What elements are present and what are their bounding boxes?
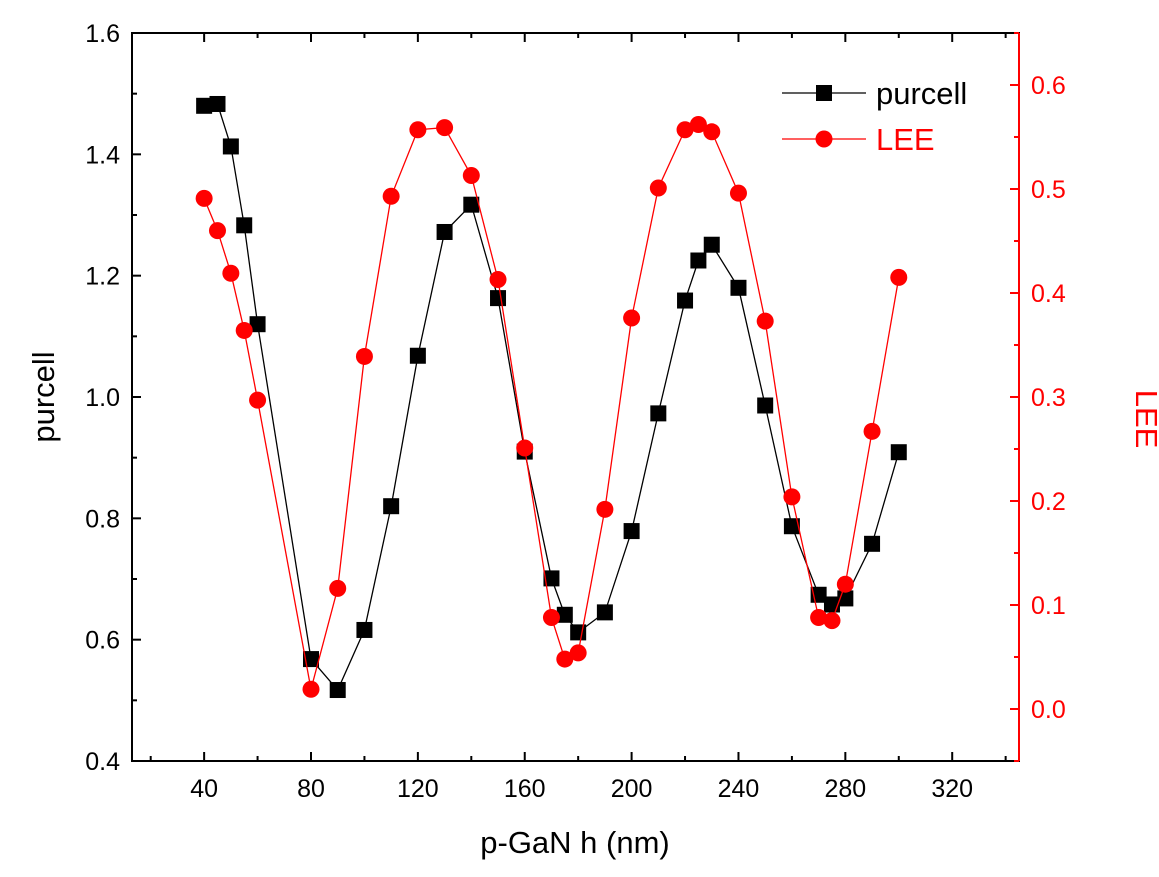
data-point-LEE (810, 608, 828, 626)
data-point-LEE (676, 121, 694, 139)
data-point-LEE (569, 644, 587, 662)
x-tick-label: 120 (397, 775, 439, 803)
data-point-LEE (863, 422, 881, 440)
data-point-purcell (436, 223, 453, 240)
series-line-purcell (204, 103, 900, 692)
data-point-LEE (302, 680, 320, 698)
legend-label-LEE: LEE (876, 122, 935, 157)
data-point-LEE (409, 121, 427, 139)
x-axis-title: p-GaN h (nm) (480, 825, 669, 860)
data-point-purcell (864, 535, 881, 552)
y-tick-label: 0.4 (85, 748, 120, 776)
data-point-purcell (329, 682, 346, 699)
data-point-purcell (196, 97, 213, 114)
data-point-purcell (303, 651, 320, 668)
data-point-LEE (222, 264, 240, 282)
data-point-purcell (409, 347, 426, 364)
data-point-purcell (783, 518, 800, 535)
legend-marker-purcell (816, 85, 832, 101)
y-axis-title: purcell (26, 351, 61, 442)
data-point-LEE (556, 650, 574, 668)
legend-label-purcell: purcell (876, 76, 967, 111)
data-point-LEE (516, 439, 534, 457)
data-point-purcell (623, 523, 640, 540)
y2-tick-label: 0.5 (1031, 176, 1066, 204)
data-point-LEE (596, 500, 614, 518)
data-point-purcell (570, 624, 587, 641)
data-point-purcell (890, 444, 907, 461)
data-point-LEE (542, 608, 560, 626)
y-tick-label: 0.8 (85, 505, 120, 533)
series-layer (195, 95, 908, 699)
data-point-LEE (649, 179, 667, 197)
data-point-purcell (730, 279, 747, 296)
data-point-LEE (462, 166, 480, 184)
x-tick-label: 280 (824, 775, 866, 803)
y2-axis-title: LEE (1129, 390, 1159, 449)
data-point-LEE (235, 321, 253, 339)
data-point-LEE (195, 189, 213, 207)
data-point-purcell (222, 138, 239, 155)
x-tick-label: 80 (297, 775, 325, 803)
data-point-purcell (249, 316, 266, 333)
legend: purcell LEE (782, 76, 967, 157)
data-point-purcell (490, 290, 507, 307)
data-point-LEE (382, 187, 400, 205)
data-point-purcell (556, 606, 573, 623)
axis-ticks-layer: 40 80 120 160 200 240 280 320 0.4 0.6 0.8 1.0 1.2 1.4… (85, 20, 1066, 803)
data-point-LEE (836, 575, 854, 593)
y-tick-label: 0.6 (85, 627, 120, 655)
data-point-purcell (757, 397, 774, 414)
data-point-LEE (729, 184, 747, 202)
data-point-purcell (463, 196, 480, 213)
y-tick-label: 1.4 (85, 141, 120, 169)
data-point-purcell (209, 95, 226, 112)
data-point-purcell (383, 498, 400, 515)
data-point-purcell (236, 217, 253, 234)
data-point-purcell (596, 604, 613, 621)
data-point-LEE (208, 222, 226, 240)
y2-tick-label: 0.3 (1031, 384, 1066, 412)
data-point-LEE (489, 270, 507, 288)
data-point-purcell (703, 236, 720, 253)
y2-tick-label: 0.6 (1031, 72, 1066, 100)
x-tick-label: 320 (931, 775, 973, 803)
x-tick-label: 240 (718, 775, 760, 803)
data-point-LEE (703, 123, 721, 141)
data-point-LEE (249, 391, 267, 409)
data-point-purcell (690, 252, 707, 269)
y2-tick-label: 0.4 (1031, 280, 1066, 308)
data-point-purcell (677, 292, 694, 309)
y-tick-label: 1.6 (85, 20, 120, 48)
data-point-purcell (543, 570, 560, 587)
data-point-LEE (623, 309, 641, 327)
x-tick-label: 160 (504, 775, 546, 803)
data-point-LEE (756, 312, 774, 330)
data-point-LEE (355, 347, 373, 365)
y2-tick-label: 0.1 (1031, 592, 1066, 620)
y-tick-label: 1.2 (85, 263, 120, 291)
data-point-LEE (436, 119, 454, 137)
data-point-LEE (823, 612, 841, 630)
data-point-purcell (356, 621, 373, 638)
data-point-LEE (329, 579, 347, 597)
data-point-LEE (783, 488, 801, 506)
data-point-LEE (890, 268, 908, 286)
y2-tick-label: 0.2 (1031, 488, 1066, 516)
series-line-LEE (203, 123, 900, 690)
x-tick-label: 200 (611, 775, 653, 803)
y-tick-label: 1.0 (85, 384, 120, 412)
y2-tick-label: 0.0 (1031, 696, 1066, 724)
legend-marker-LEE (815, 130, 833, 148)
data-point-purcell (650, 405, 667, 422)
data-point-LEE (689, 116, 707, 134)
x-tick-label: 40 (190, 775, 218, 803)
